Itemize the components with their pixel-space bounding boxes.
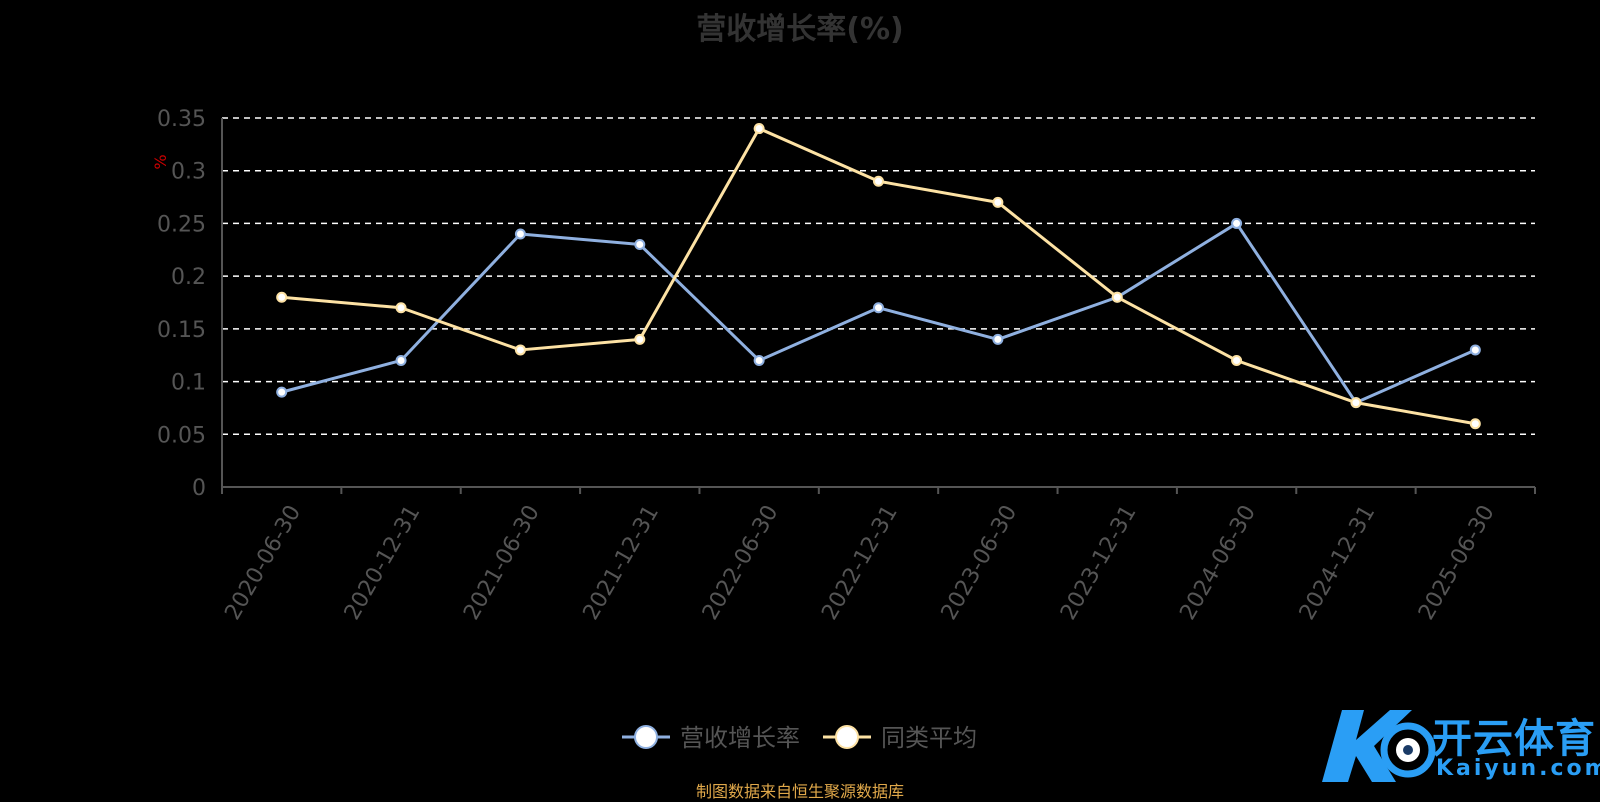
legend-label: 营收增长率 bbox=[680, 724, 800, 752]
data-point[interactable] bbox=[514, 228, 526, 240]
legend-item-1[interactable]: 营收增长率 bbox=[622, 724, 800, 752]
data-point[interactable] bbox=[395, 302, 407, 314]
data-point[interactable] bbox=[873, 302, 884, 314]
y-tick-label: 0.2 bbox=[171, 265, 206, 290]
data-point[interactable] bbox=[753, 354, 765, 366]
x-tick-label: 2022-12-31 bbox=[817, 501, 903, 624]
data-point[interactable] bbox=[276, 291, 288, 303]
watermark-en: Kaiyun.com bbox=[1436, 756, 1600, 781]
source-note: 制图数据来自恒生聚源数据库 bbox=[695, 782, 904, 801]
x-tick-label: 2021-12-31 bbox=[579, 501, 665, 624]
x-tick-label: 2024-06-30 bbox=[1175, 501, 1261, 624]
y-tick-label: 0.25 bbox=[157, 212, 206, 237]
legend-marker bbox=[835, 725, 859, 749]
data-point[interactable] bbox=[1469, 344, 1481, 356]
data-point[interactable] bbox=[1111, 291, 1123, 303]
data-point[interactable] bbox=[1469, 418, 1481, 430]
y-tick-label: 0.05 bbox=[157, 423, 206, 448]
x-tick-label: 2025-06-30 bbox=[1414, 501, 1500, 624]
y-tick-label: 0 bbox=[192, 476, 206, 501]
series-2 bbox=[276, 123, 1481, 430]
legend-marker bbox=[634, 725, 658, 749]
data-point[interactable] bbox=[514, 344, 526, 356]
watermark-cn: 开云体育 bbox=[1432, 716, 1596, 762]
y-axis-label: % bbox=[151, 154, 170, 169]
grid-lines bbox=[222, 117, 1535, 436]
x-tick-label: 2020-06-30 bbox=[220, 501, 306, 624]
x-tick-label: 2020-12-31 bbox=[340, 501, 426, 624]
data-point[interactable] bbox=[634, 239, 646, 251]
data-point[interactable] bbox=[873, 175, 884, 187]
y-tick-labels: 0 0.05 0.1 0.15 0.2 0.25 0.3 0.35 bbox=[157, 107, 206, 501]
y-tick-label: 0.3 bbox=[171, 160, 206, 185]
series-1 bbox=[276, 217, 1481, 409]
series-line bbox=[281, 127, 1476, 426]
axes bbox=[221, 118, 1536, 494]
y-tick-label: 0.35 bbox=[157, 107, 206, 132]
data-point[interactable] bbox=[634, 333, 646, 345]
legend: 营收增长率 同类平均 bbox=[622, 724, 977, 752]
x-tick-label: 2024-12-31 bbox=[1295, 501, 1381, 624]
series-group bbox=[276, 123, 1481, 430]
data-point[interactable] bbox=[753, 123, 765, 135]
x-tick-label: 2023-12-31 bbox=[1056, 501, 1142, 624]
y-tick-label: 0.1 bbox=[171, 371, 206, 396]
kaiyun-logo-icon bbox=[1322, 710, 1436, 782]
x-tick-label: 2023-06-30 bbox=[937, 501, 1023, 624]
data-point[interactable] bbox=[992, 196, 1004, 208]
data-point[interactable] bbox=[1231, 354, 1243, 366]
x-tick-label: 2021-06-30 bbox=[459, 501, 545, 624]
data-point[interactable] bbox=[992, 333, 1004, 345]
x-tick-label: 2022-06-30 bbox=[698, 501, 784, 624]
data-point[interactable] bbox=[395, 354, 407, 366]
legend-item-2[interactable]: 同类平均 bbox=[823, 724, 977, 752]
data-point[interactable] bbox=[276, 386, 288, 398]
legend-label: 同类平均 bbox=[881, 724, 977, 752]
x-tick-labels: 2020-06-30 2020-12-31 2021-06-30 2021-12-31… bbox=[220, 501, 1499, 624]
data-point[interactable] bbox=[1231, 217, 1243, 229]
y-tick-label: 0.15 bbox=[157, 318, 206, 343]
chart-title: 营收增长率(%) bbox=[696, 12, 904, 47]
data-point[interactable] bbox=[1350, 397, 1362, 409]
